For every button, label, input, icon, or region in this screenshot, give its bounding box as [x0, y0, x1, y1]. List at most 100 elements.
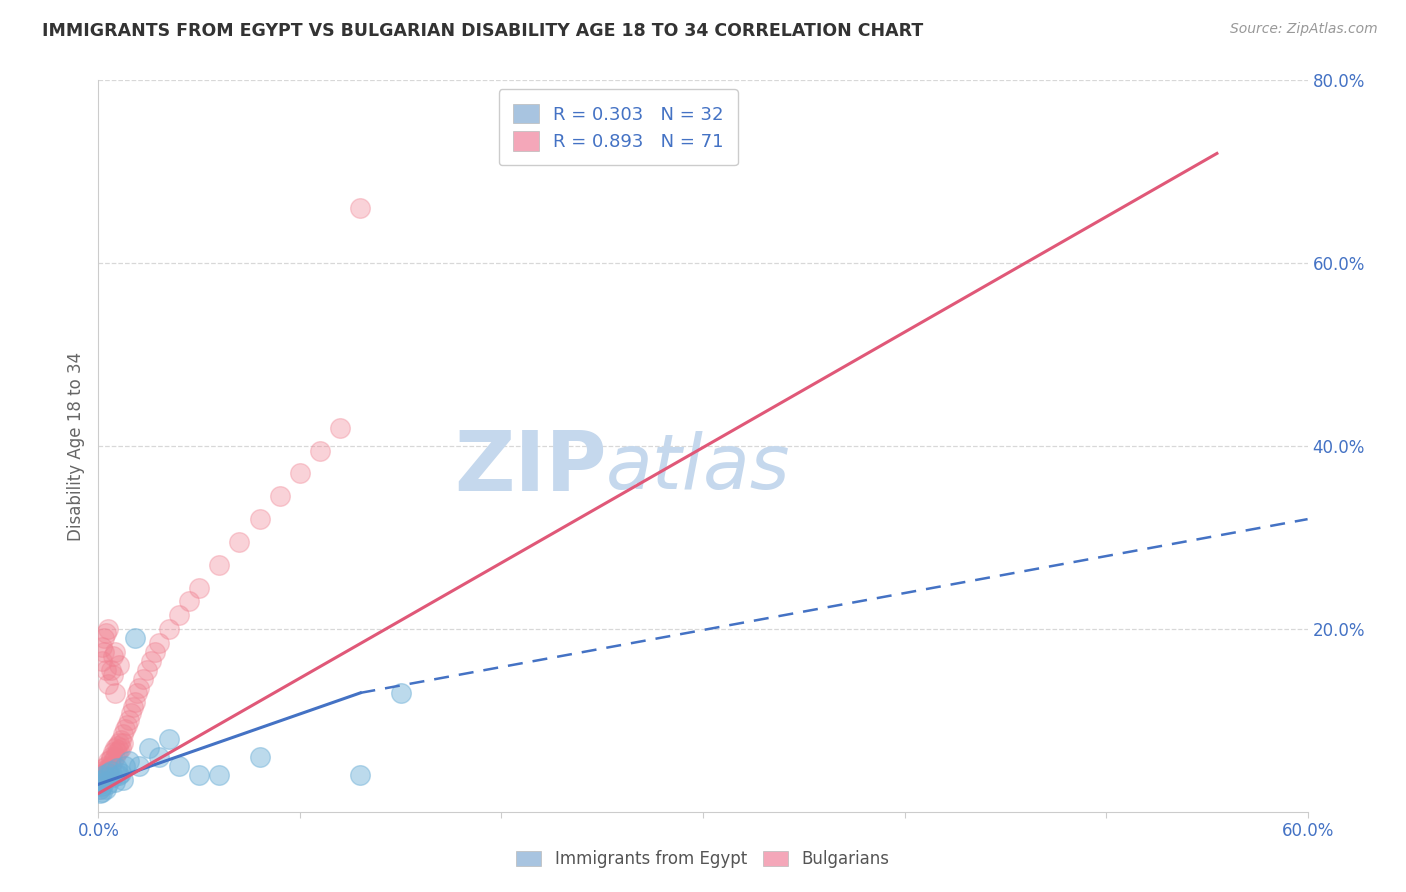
Point — [105, 739, 128, 753]
Point — [89, 768, 111, 782]
Point — [228, 535, 250, 549]
Point — [93, 645, 115, 659]
Point — [103, 686, 125, 700]
Point — [179, 594, 201, 608]
Point — [97, 777, 120, 791]
Point — [89, 772, 111, 787]
Point — [128, 681, 150, 696]
Point — [97, 766, 120, 780]
Point — [97, 622, 120, 636]
Point — [124, 695, 146, 709]
Point — [100, 764, 122, 778]
Point — [111, 727, 134, 741]
Point — [101, 755, 124, 769]
Point — [389, 686, 412, 700]
Point — [110, 740, 132, 755]
Point — [96, 770, 118, 784]
Point — [107, 658, 129, 673]
Point — [101, 770, 124, 784]
Point — [96, 768, 118, 782]
Point — [97, 676, 120, 690]
Point — [121, 699, 143, 714]
Point — [91, 772, 114, 787]
Point — [148, 749, 170, 764]
Point — [132, 672, 155, 686]
Point — [103, 775, 125, 789]
Point — [89, 777, 111, 791]
Point — [93, 772, 115, 787]
Point — [111, 736, 134, 750]
Point — [96, 764, 118, 778]
Point — [89, 777, 111, 791]
Point — [139, 654, 162, 668]
Point — [103, 740, 125, 755]
Point — [91, 640, 114, 655]
Point — [110, 766, 132, 780]
Point — [100, 752, 122, 766]
Point — [208, 558, 231, 572]
Point — [249, 512, 271, 526]
Point — [114, 723, 136, 737]
Point — [93, 766, 115, 780]
Point — [103, 749, 125, 764]
Point — [110, 733, 132, 747]
Point — [100, 749, 122, 764]
Point — [91, 779, 114, 793]
Point — [349, 768, 371, 782]
Point — [249, 749, 271, 764]
Point — [138, 740, 160, 755]
Point — [107, 768, 129, 782]
Point — [100, 759, 122, 773]
Point — [96, 781, 118, 796]
Point — [188, 581, 211, 595]
Point — [157, 622, 180, 636]
Point — [143, 645, 166, 659]
Point — [167, 759, 190, 773]
Text: Source: ZipAtlas.com: Source: ZipAtlas.com — [1230, 22, 1378, 37]
Point — [188, 768, 211, 782]
Point — [349, 202, 371, 216]
Point — [135, 663, 157, 677]
Text: ZIP: ZIP — [454, 427, 606, 508]
Point — [115, 718, 138, 732]
Point — [128, 759, 150, 773]
Point — [91, 764, 114, 778]
Point — [91, 779, 114, 793]
Point — [118, 755, 141, 769]
Text: IMMIGRANTS FROM EGYPT VS BULGARIAN DISABILITY AGE 18 TO 34 CORRELATION CHART: IMMIGRANTS FROM EGYPT VS BULGARIAN DISAB… — [42, 22, 924, 40]
Point — [91, 654, 114, 668]
Point — [114, 759, 136, 773]
Legend: R = 0.303   N = 32, R = 0.893   N = 71: R = 0.303 N = 32, R = 0.893 N = 71 — [499, 89, 738, 165]
Point — [91, 770, 114, 784]
Point — [91, 772, 114, 787]
Legend: Immigrants from Egypt, Bulgarians: Immigrants from Egypt, Bulgarians — [509, 844, 897, 875]
Point — [101, 649, 124, 664]
Point — [96, 626, 118, 640]
Point — [91, 784, 114, 798]
Point — [93, 631, 115, 645]
Point — [269, 489, 291, 503]
Point — [100, 663, 122, 677]
Point — [167, 608, 190, 623]
Point — [101, 745, 124, 759]
Point — [120, 706, 142, 720]
Point — [107, 742, 129, 756]
Point — [89, 781, 111, 796]
Point — [125, 686, 148, 700]
Point — [97, 766, 120, 780]
Point — [309, 443, 332, 458]
Y-axis label: Disability Age 18 to 34: Disability Age 18 to 34 — [67, 351, 86, 541]
Point — [89, 787, 111, 801]
Point — [288, 467, 311, 481]
Point — [93, 761, 115, 775]
Point — [124, 631, 146, 645]
Point — [105, 745, 128, 759]
Point — [89, 781, 111, 796]
Point — [93, 775, 115, 789]
Point — [97, 761, 120, 775]
Point — [329, 421, 352, 435]
Point — [148, 635, 170, 649]
Point — [107, 736, 129, 750]
Point — [111, 772, 134, 787]
Point — [93, 768, 115, 782]
